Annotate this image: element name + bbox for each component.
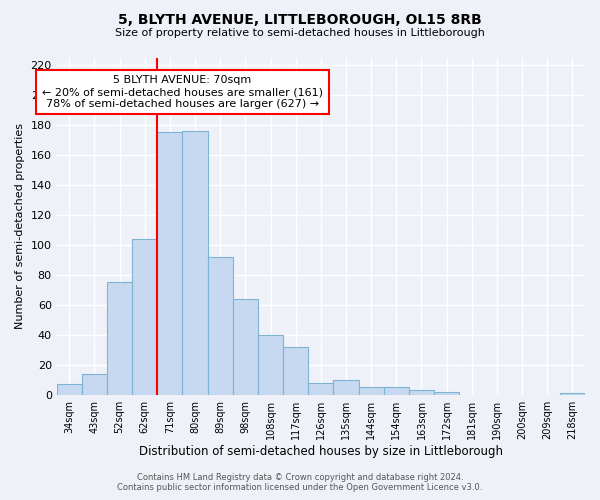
Text: Contains HM Land Registry data © Crown copyright and database right 2024.
Contai: Contains HM Land Registry data © Crown c… <box>118 473 482 492</box>
Bar <box>107 282 132 395</box>
Bar <box>157 132 182 394</box>
Bar <box>359 387 384 394</box>
Bar <box>384 387 409 394</box>
Bar <box>182 131 208 394</box>
Text: 5 BLYTH AVENUE: 70sqm
← 20% of semi-detached houses are smaller (161)
78% of sem: 5 BLYTH AVENUE: 70sqm ← 20% of semi-deta… <box>42 76 323 108</box>
Bar <box>283 346 308 395</box>
Bar <box>334 380 359 394</box>
Text: Size of property relative to semi-detached houses in Littleborough: Size of property relative to semi-detach… <box>115 28 485 38</box>
Bar <box>208 257 233 394</box>
Bar <box>560 393 585 394</box>
Bar <box>409 390 434 394</box>
Bar <box>82 374 107 394</box>
Text: 5, BLYTH AVENUE, LITTLEBOROUGH, OL15 8RB: 5, BLYTH AVENUE, LITTLEBOROUGH, OL15 8RB <box>118 12 482 26</box>
Bar <box>308 382 334 394</box>
Bar <box>132 239 157 394</box>
Bar <box>233 299 258 394</box>
X-axis label: Distribution of semi-detached houses by size in Littleborough: Distribution of semi-detached houses by … <box>139 444 503 458</box>
Bar <box>258 335 283 394</box>
Bar <box>56 384 82 394</box>
Bar <box>434 392 459 394</box>
Y-axis label: Number of semi-detached properties: Number of semi-detached properties <box>15 123 25 329</box>
